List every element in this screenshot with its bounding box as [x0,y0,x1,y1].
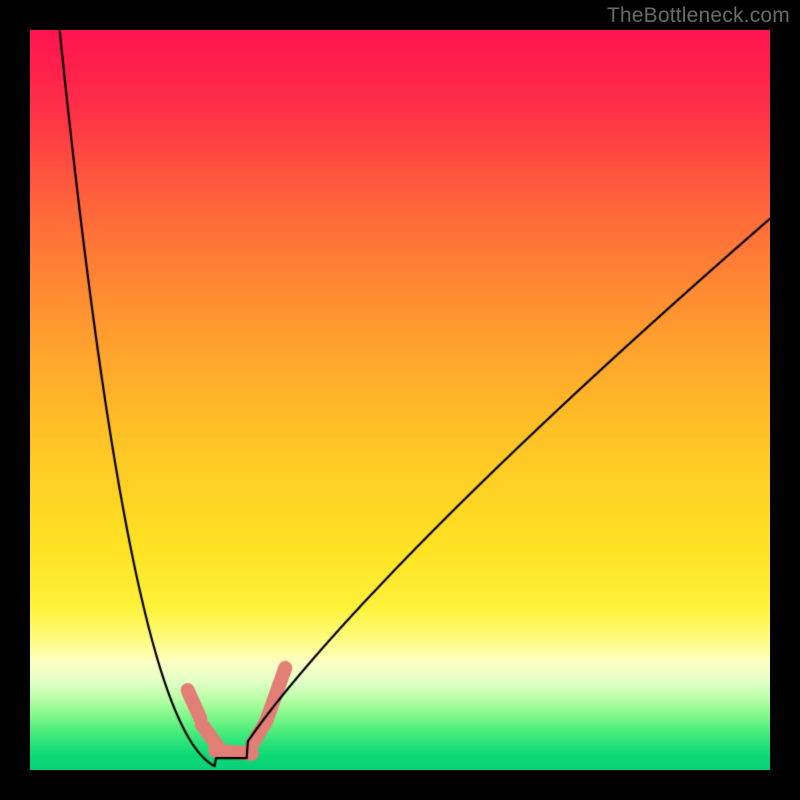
bottleneck-curve [30,30,770,770]
watermark-text: TheBottleneck.com [607,4,790,28]
plot-area [30,30,770,770]
chart-frame: TheBottleneck.com [0,0,800,800]
